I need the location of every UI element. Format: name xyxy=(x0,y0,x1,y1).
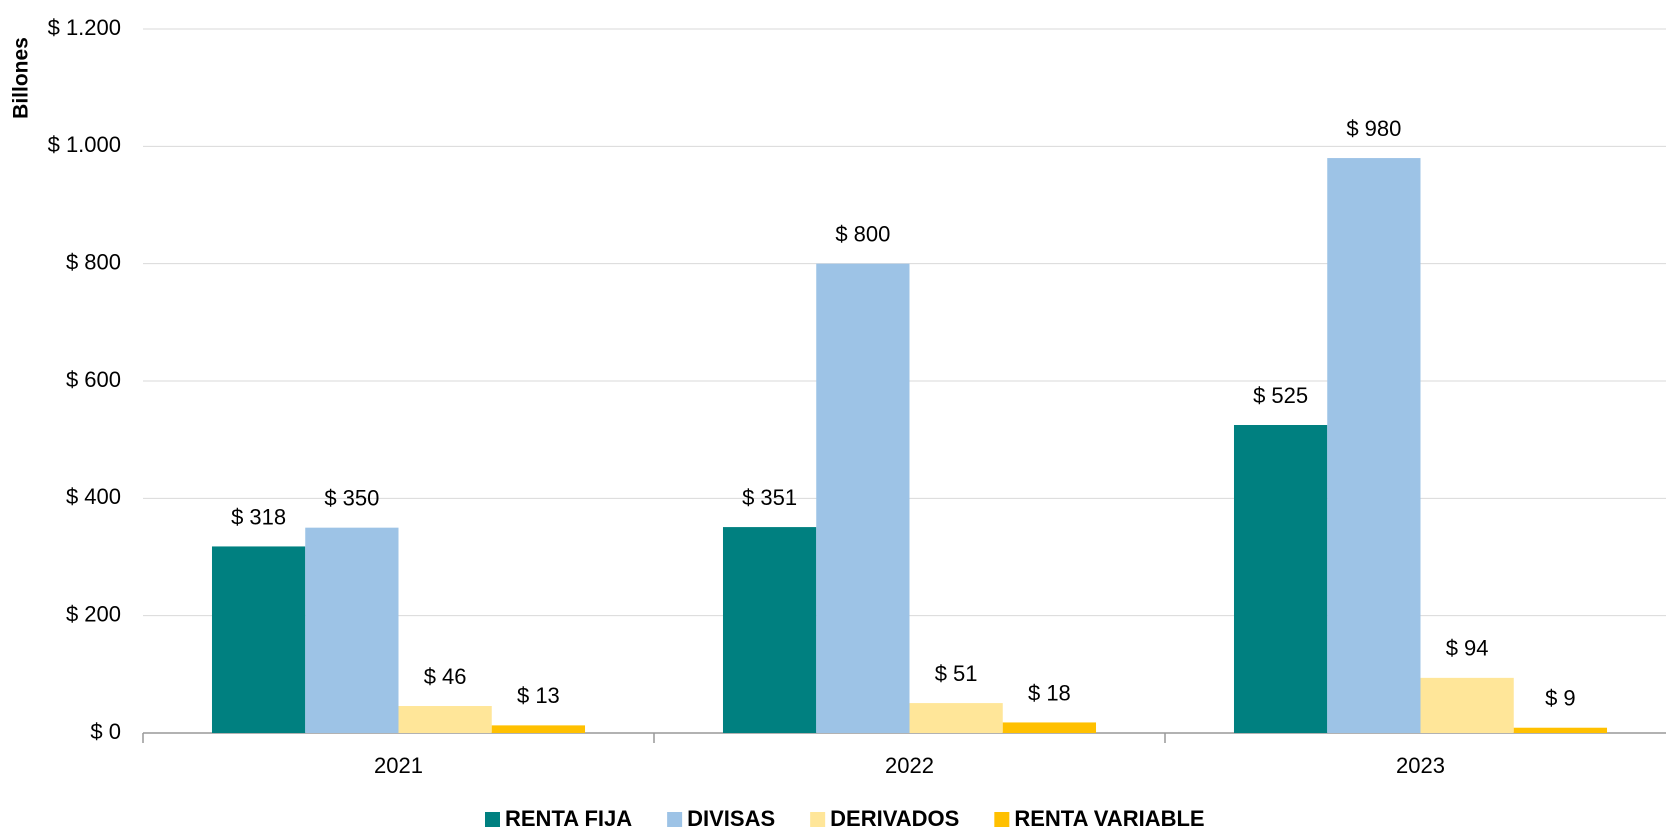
bar xyxy=(491,725,586,733)
legend-label: RENTA VARIABLE xyxy=(1014,806,1204,831)
legend-swatch xyxy=(485,812,500,827)
y-tick-label: $ 1.000 xyxy=(48,132,121,157)
bar xyxy=(1513,727,1608,733)
bar xyxy=(1420,677,1514,733)
bar xyxy=(816,263,910,733)
data-label: $ 94 xyxy=(1446,636,1489,661)
data-label: $ 9 xyxy=(1545,686,1576,711)
bar xyxy=(722,527,817,733)
bar xyxy=(398,706,492,733)
x-tick-label: 2022 xyxy=(885,753,934,778)
bar xyxy=(305,527,399,733)
legend-swatch xyxy=(667,812,683,827)
y-tick-label: $ 600 xyxy=(66,367,121,392)
legend-swatch xyxy=(810,812,826,827)
y-tick-label: $ 1.200 xyxy=(48,15,121,40)
data-label: $ 800 xyxy=(835,221,890,246)
bar xyxy=(211,546,306,733)
data-label: $ 525 xyxy=(1253,383,1308,408)
y-tick-label: $ 0 xyxy=(90,719,121,744)
bar xyxy=(1002,722,1097,733)
data-label: $ 46 xyxy=(424,664,467,689)
legend-label: RENTA FIJA xyxy=(505,806,632,831)
data-label: $ 18 xyxy=(1028,680,1071,705)
bar xyxy=(1327,158,1421,734)
x-tick-label: 2023 xyxy=(1396,753,1445,778)
data-label: $ 13 xyxy=(517,683,560,708)
data-label: $ 980 xyxy=(1346,116,1401,141)
bar xyxy=(909,703,1003,733)
data-label: $ 351 xyxy=(742,485,797,510)
legend-label: DERIVADOS xyxy=(830,806,959,831)
bar xyxy=(1233,425,1328,733)
y-tick-label: $ 800 xyxy=(66,249,121,274)
y-tick-label: $ 200 xyxy=(66,601,121,626)
legend-label: DIVISAS xyxy=(687,806,775,831)
legend-swatch xyxy=(994,812,1010,827)
y-axis-label: Billones xyxy=(10,37,33,119)
data-label: $ 350 xyxy=(324,485,379,510)
data-label: $ 51 xyxy=(935,661,978,686)
data-label: $ 318 xyxy=(231,504,286,529)
y-tick-label: $ 400 xyxy=(66,484,121,509)
x-tick-label: 2021 xyxy=(374,753,423,778)
